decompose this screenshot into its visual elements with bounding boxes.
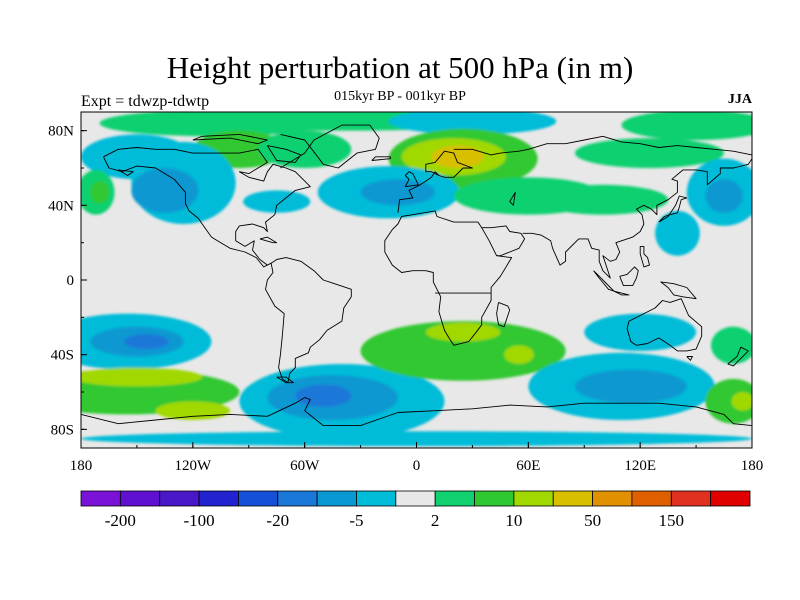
colorbar-swatch [356, 490, 397, 507]
coastline [192, 133, 268, 145]
colorbar-label: 50 [584, 511, 601, 530]
contour-region [425, 322, 501, 342]
contour-region [731, 392, 752, 411]
colorbar-label: -5 [349, 511, 363, 530]
contour-region [90, 181, 109, 204]
contour-region [295, 384, 352, 407]
x-tick-label: 60E [516, 458, 540, 474]
coastline [259, 236, 278, 244]
coastline [509, 191, 516, 206]
y-tick-label: 40S [51, 348, 74, 364]
contour-region [81, 367, 203, 387]
coastline [267, 145, 302, 163]
contour-region [655, 210, 700, 256]
contour-region [123, 334, 169, 350]
y-tick-label: 80S [51, 422, 74, 438]
contour-region [131, 168, 199, 213]
height-perturbation-contours [81, 112, 752, 447]
colorbar-swatch [316, 490, 357, 507]
coastline [626, 298, 703, 352]
x-tick-label: 120E [624, 458, 656, 474]
contour-region [258, 130, 352, 168]
colorbar-swatch [474, 490, 515, 507]
coastline [639, 245, 650, 268]
y-axis: 80N 40N 0 40S 80S [48, 124, 87, 438]
y-tick-label: 40N [48, 198, 74, 214]
colorbar-swatch [198, 490, 239, 507]
y-tick-label: 0 [67, 273, 75, 289]
coastline [371, 156, 391, 161]
coastline [384, 210, 513, 346]
map-title: Height perturbation at 500 hPa (in m) [166, 50, 634, 85]
experiment-label: Expt = tdwzp-tdwtp [81, 93, 210, 110]
colorbar-label: 10 [505, 511, 522, 530]
coastline [686, 356, 693, 361]
coastlines [81, 124, 752, 427]
map-subtitle: 015kyr BP - 001kyr BP [334, 89, 466, 104]
x-axis: 180 120W 60W 0 60E 120E 180 [70, 442, 764, 474]
coastline [280, 124, 380, 169]
colorbar-label: 150 [659, 511, 685, 530]
x-tick-label: 60W [290, 458, 320, 474]
contour-region [155, 401, 231, 420]
colorbar-swatch [119, 490, 161, 507]
contour-region [388, 112, 557, 135]
contour-region [360, 321, 566, 381]
coastline [453, 135, 752, 156]
colorbar-label: -200 [105, 511, 136, 530]
coastline [404, 171, 419, 188]
contour-region [711, 326, 752, 364]
contour-region [705, 179, 743, 213]
contour-region [243, 190, 311, 213]
coastline [397, 150, 473, 213]
coastline [619, 266, 639, 287]
coastline [102, 147, 311, 268]
contour-region [621, 112, 752, 140]
coastline [276, 376, 294, 384]
contour-region [81, 431, 752, 447]
colorbar-swatch [277, 490, 318, 507]
contour-region [504, 345, 534, 364]
coastline [613, 290, 630, 296]
colorbar-swatch [513, 490, 554, 507]
coastline [658, 195, 688, 223]
coastline [727, 346, 749, 367]
coastline [522, 158, 752, 279]
y-tick-label: 80N [48, 124, 74, 140]
colorbar-swatch [670, 490, 712, 507]
colorbar-swatch [710, 490, 751, 507]
coastline [118, 169, 134, 176]
coastline [660, 281, 697, 300]
colorbar-label: 2 [431, 511, 440, 530]
contour-field [81, 112, 752, 448]
colorbar-swatch [159, 490, 200, 507]
x-tick-label: 120W [174, 458, 212, 474]
contour-region [584, 313, 697, 351]
x-tick-label: 180 [741, 458, 764, 474]
contour-region [574, 138, 725, 168]
colorbar-swatch [631, 490, 672, 507]
x-tick-label: 0 [413, 458, 421, 474]
colorbar-label: -100 [183, 511, 214, 530]
contour-region [574, 369, 687, 404]
coastline [481, 225, 526, 257]
colorbar-swatch [552, 490, 593, 507]
colorbar-swatch [434, 490, 475, 507]
colorbar-swatch [395, 490, 436, 507]
coastline [496, 301, 511, 328]
colorbar-swatch [592, 490, 633, 507]
coastline [265, 257, 352, 384]
coastline [81, 397, 752, 427]
season-label: JJA [727, 92, 752, 107]
colorbar-label: -20 [266, 511, 289, 530]
x-tick-label: 180 [70, 458, 93, 474]
contour-region [360, 179, 436, 206]
colorbar: -200 -100 -20 -5 2 10 50 150 [80, 490, 751, 530]
contour-region [537, 184, 669, 215]
colorbar-swatch [238, 490, 279, 507]
colorbar-swatch [80, 490, 121, 507]
